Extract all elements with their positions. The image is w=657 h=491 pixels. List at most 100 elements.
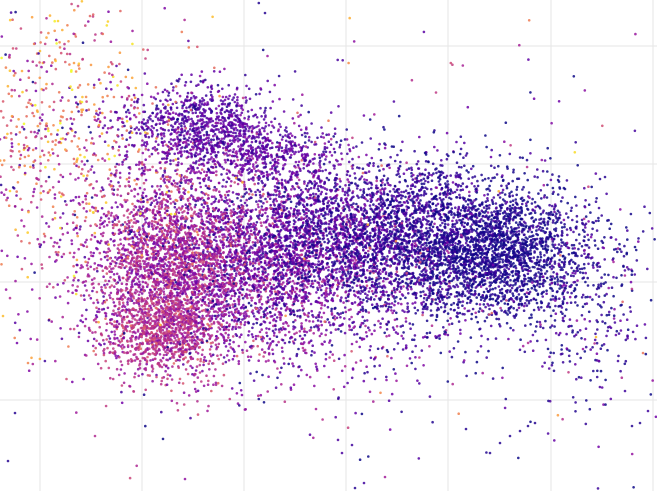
data-point xyxy=(348,328,351,332)
data-point xyxy=(272,211,275,214)
data-point xyxy=(200,203,204,206)
data-point xyxy=(455,171,459,175)
data-point xyxy=(182,403,186,406)
data-point xyxy=(352,213,355,216)
data-point xyxy=(351,235,355,239)
data-point xyxy=(273,360,277,364)
data-point xyxy=(343,306,347,309)
data-point xyxy=(74,195,78,199)
data-point xyxy=(459,209,463,212)
data-point xyxy=(210,345,213,348)
data-point xyxy=(385,228,389,231)
data-point xyxy=(108,270,111,273)
data-point xyxy=(89,297,93,300)
data-point xyxy=(168,374,172,377)
data-point xyxy=(231,325,235,329)
data-point xyxy=(177,206,181,210)
data-point xyxy=(458,193,461,197)
data-point xyxy=(288,170,292,173)
data-point xyxy=(309,328,313,332)
data-point xyxy=(320,294,324,297)
data-point xyxy=(247,330,251,333)
data-point xyxy=(228,323,231,326)
data-point xyxy=(253,301,257,305)
data-point xyxy=(92,337,96,341)
data-point xyxy=(106,283,109,286)
data-point xyxy=(322,292,326,295)
data-point xyxy=(433,145,436,149)
data-point xyxy=(300,216,303,219)
data-point xyxy=(312,162,315,165)
data-point xyxy=(320,323,324,327)
data-point xyxy=(471,307,475,311)
data-point xyxy=(445,131,449,135)
data-point xyxy=(272,200,275,203)
data-point xyxy=(242,244,246,248)
data-point xyxy=(329,323,332,327)
data-point xyxy=(172,225,176,229)
data-point xyxy=(324,192,328,196)
data-point xyxy=(300,159,304,162)
data-point xyxy=(227,333,230,337)
data-point xyxy=(356,205,360,209)
data-point xyxy=(260,242,264,246)
data-point xyxy=(300,368,303,372)
data-point xyxy=(309,218,312,221)
data-point xyxy=(370,303,374,307)
data-point xyxy=(225,354,229,357)
data-point xyxy=(303,180,306,183)
data-point xyxy=(416,160,420,163)
data-point xyxy=(263,313,267,316)
data-point xyxy=(103,342,106,346)
data-point xyxy=(239,389,243,392)
data-point xyxy=(258,211,262,215)
data-point xyxy=(383,187,387,190)
data-point xyxy=(265,232,269,235)
data-point xyxy=(116,193,119,197)
data-point xyxy=(371,235,375,239)
data-point xyxy=(257,394,260,398)
data-point xyxy=(366,294,369,297)
data-point xyxy=(268,197,272,200)
data-point xyxy=(138,275,142,278)
data-point xyxy=(42,240,46,244)
data-point xyxy=(315,291,318,294)
data-point xyxy=(225,180,228,184)
data-point xyxy=(405,364,409,368)
data-point xyxy=(382,219,386,222)
data-point xyxy=(249,296,253,300)
data-point xyxy=(232,354,236,358)
data-point xyxy=(244,238,248,241)
data-point xyxy=(172,200,175,204)
data-point xyxy=(265,200,269,204)
data-point xyxy=(277,301,281,304)
data-point xyxy=(282,201,285,204)
data-point xyxy=(342,385,346,389)
data-point xyxy=(342,220,345,224)
data-point xyxy=(293,270,296,274)
data-point xyxy=(242,314,246,318)
data-point xyxy=(341,187,345,191)
data-point xyxy=(325,146,329,150)
data-point xyxy=(262,355,265,358)
data-point xyxy=(215,173,218,177)
data-point xyxy=(197,228,201,231)
data-point xyxy=(330,235,334,239)
data-point xyxy=(352,146,355,149)
data-point xyxy=(359,265,363,268)
data-point xyxy=(324,266,328,270)
data-point xyxy=(267,285,270,288)
data-point xyxy=(302,217,306,221)
data-point xyxy=(358,224,361,227)
data-point xyxy=(396,153,399,157)
data-point xyxy=(397,302,400,305)
data-point xyxy=(357,296,360,299)
data-point xyxy=(117,275,121,278)
data-point xyxy=(308,275,311,279)
data-point xyxy=(245,204,249,207)
data-point xyxy=(325,328,328,332)
data-point xyxy=(220,273,224,277)
data-point xyxy=(305,203,309,207)
data-point xyxy=(274,207,278,211)
data-point xyxy=(53,241,56,244)
